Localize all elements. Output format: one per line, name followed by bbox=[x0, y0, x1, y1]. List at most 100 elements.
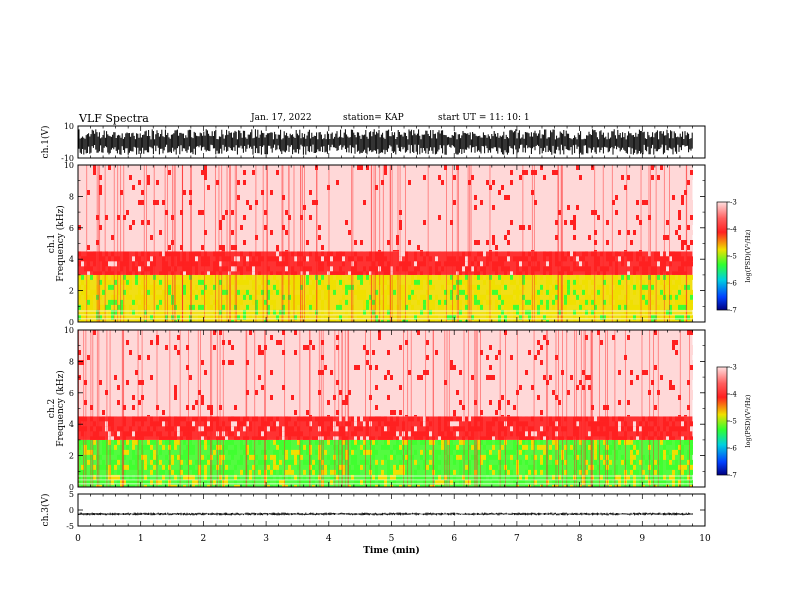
spectrogram-cell bbox=[384, 279, 387, 285]
spectrogram-cell bbox=[255, 175, 258, 180]
spectrogram-cell bbox=[294, 170, 297, 175]
spectrogram-cell bbox=[531, 464, 534, 470]
spectrogram-cell bbox=[546, 235, 549, 240]
spectrogram-cell bbox=[453, 190, 456, 195]
spectrogram-cell bbox=[486, 175, 489, 180]
spectrogram-cell bbox=[99, 294, 102, 300]
spectrogram-cell bbox=[402, 220, 405, 225]
spectrogram-cell bbox=[594, 175, 597, 180]
spectrogram-cell bbox=[357, 469, 360, 475]
spectrogram-cell bbox=[387, 274, 390, 280]
spectrogram-cell bbox=[291, 449, 294, 455]
spectrogram-cell bbox=[426, 175, 429, 180]
spectrogram-cell bbox=[669, 170, 672, 175]
spectrogram-cell bbox=[339, 245, 342, 250]
spectrogram-cell bbox=[435, 256, 438, 262]
spectrogram-cell bbox=[297, 454, 300, 460]
spectrogram-cell bbox=[594, 439, 597, 445]
spectrogram-cell bbox=[375, 251, 378, 257]
spectrogram-cell bbox=[390, 266, 393, 272]
spectrogram-cell bbox=[672, 165, 675, 170]
spectrogram-cell bbox=[525, 210, 528, 215]
spectrogram-cell bbox=[279, 479, 282, 485]
spectrogram-cell bbox=[312, 279, 315, 285]
spectrogram-cell bbox=[642, 469, 645, 475]
spectrogram-cell bbox=[447, 279, 450, 285]
spectrogram-cell bbox=[507, 266, 510, 272]
date-label: Jan. 17, 2022 bbox=[251, 113, 312, 123]
spectrogram-cell bbox=[201, 185, 204, 190]
spectrogram-cell bbox=[156, 304, 159, 310]
spectrogram-cell bbox=[93, 474, 96, 480]
spectrogram-cell bbox=[633, 479, 636, 485]
spectrogram-cell bbox=[420, 215, 423, 220]
spectrogram-cell bbox=[555, 289, 558, 295]
spectrogram-cell bbox=[399, 289, 402, 295]
spectrogram-cell bbox=[264, 225, 267, 230]
spectrogram-cell bbox=[558, 195, 561, 200]
spectrogram-cell bbox=[339, 319, 342, 322]
spectrogram-cell bbox=[102, 309, 105, 315]
spectrogram-cell bbox=[258, 289, 261, 295]
spectrogram-cell bbox=[288, 180, 291, 185]
spectrogram-cell bbox=[438, 271, 441, 275]
spectrogram-cell bbox=[210, 314, 213, 320]
spectrogram-cell bbox=[294, 274, 297, 280]
spectrogram-cell bbox=[681, 299, 684, 305]
spectrogram-cell bbox=[285, 190, 288, 195]
spectrogram-cell bbox=[333, 279, 336, 285]
spectrogram-cell bbox=[675, 240, 678, 245]
spectrogram-cell bbox=[207, 256, 210, 262]
spectrogram-cell bbox=[648, 245, 651, 250]
spectrogram-cell bbox=[450, 304, 453, 310]
spectrogram-cell bbox=[372, 454, 375, 460]
spectrogram-cell bbox=[324, 220, 327, 225]
spectrogram-cell bbox=[621, 299, 624, 305]
spectrogram-cell bbox=[231, 439, 234, 445]
spectrogram-cell bbox=[375, 190, 378, 195]
spectrogram-cell bbox=[120, 175, 123, 180]
spectrogram-cell bbox=[402, 251, 405, 257]
spectrogram-cell bbox=[507, 274, 510, 280]
spectrogram-cell bbox=[309, 195, 312, 200]
spectrogram-cell bbox=[318, 261, 321, 267]
spectrogram-cell bbox=[648, 289, 651, 295]
spectrogram-cell bbox=[450, 235, 453, 240]
spectrogram-cell bbox=[474, 479, 477, 485]
spectrogram-cell bbox=[531, 454, 534, 460]
spectrogram-cell bbox=[576, 215, 579, 220]
spectrogram-cell bbox=[156, 479, 159, 485]
spectrogram-cell bbox=[576, 459, 579, 465]
spectrogram-cell bbox=[546, 274, 549, 280]
spectrogram-cell bbox=[132, 180, 135, 185]
spectrogram-cell bbox=[285, 195, 288, 200]
spectrogram-cell bbox=[102, 284, 105, 290]
spectrogram-cell bbox=[576, 294, 579, 300]
spectrogram-cell bbox=[483, 245, 486, 250]
spectrogram-cell bbox=[633, 215, 636, 220]
spectrogram-cell bbox=[594, 230, 597, 235]
spectrogram-cell bbox=[291, 299, 294, 305]
spectrogram-cell bbox=[141, 185, 144, 190]
spectrogram-cell bbox=[258, 474, 261, 480]
spectrogram-cell bbox=[216, 279, 219, 285]
spectrogram-cell bbox=[429, 459, 432, 465]
spectrogram-cell bbox=[579, 266, 582, 272]
spectrogram-cell bbox=[123, 274, 126, 280]
spectrogram-cell bbox=[354, 266, 357, 272]
spectrogram-cell bbox=[165, 195, 168, 200]
spectrogram-cell bbox=[465, 309, 468, 315]
spectrogram-cell bbox=[528, 190, 531, 195]
spectrogram-cell bbox=[531, 479, 534, 485]
spectrogram-cell bbox=[513, 165, 516, 170]
spectrogram-cell bbox=[678, 449, 681, 455]
spectrogram-cell bbox=[465, 469, 468, 475]
spectrogram-cell bbox=[330, 319, 333, 322]
spectrogram-cell bbox=[129, 175, 132, 180]
spectrogram-cell bbox=[396, 250, 399, 252]
spectrogram-cell bbox=[363, 439, 366, 445]
spectrogram-cell bbox=[384, 289, 387, 295]
spectrogram-cell bbox=[660, 294, 663, 300]
spectrogram-cell bbox=[495, 185, 498, 190]
spectrogram-cell bbox=[582, 225, 585, 230]
